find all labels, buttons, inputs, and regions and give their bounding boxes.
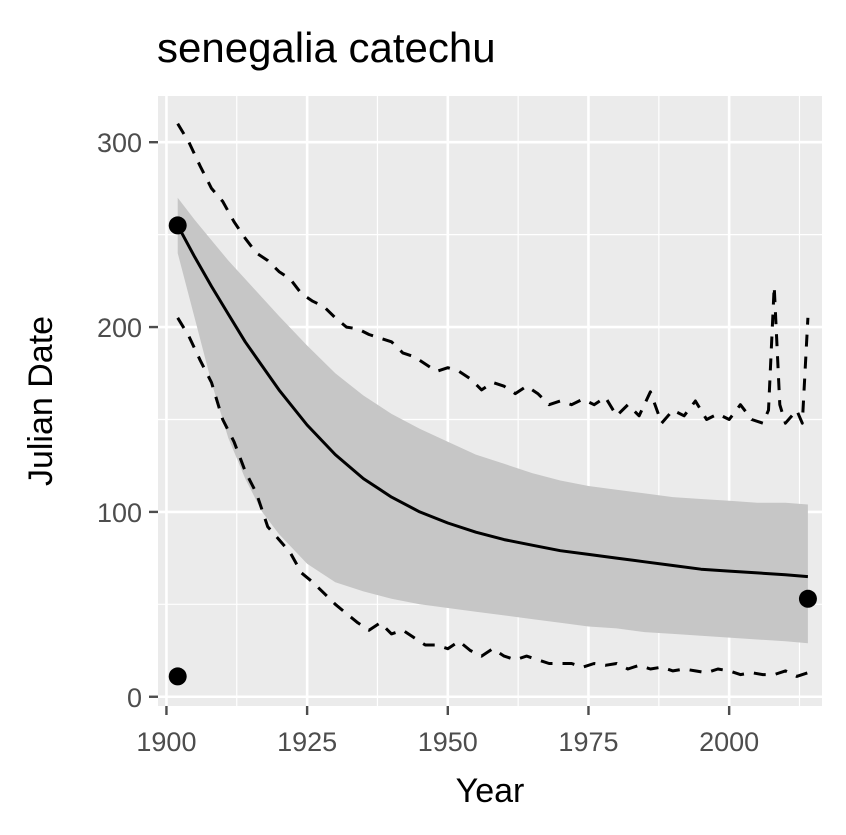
chart-title: senegalia catechu xyxy=(157,24,496,71)
data-point xyxy=(168,667,187,686)
x-tick-label: 1925 xyxy=(277,727,337,757)
y-tick-label: 300 xyxy=(97,128,142,158)
x-tick-label: 1900 xyxy=(136,727,196,757)
series-upper-dashed xyxy=(176,122,810,425)
points-layer xyxy=(168,216,817,686)
x-tick-label: 1950 xyxy=(418,727,478,757)
confidence-ribbon xyxy=(177,197,808,644)
x-tick-label: 1975 xyxy=(558,727,618,757)
y-tick-label: 0 xyxy=(127,683,142,713)
x-axis: 1900 1925 1950 1975 2000 xyxy=(136,706,759,757)
y-axis: 0 100 200 300 xyxy=(97,128,158,713)
y-axis-title: Julian Date xyxy=(22,316,60,486)
series-lower-dashed xyxy=(176,317,809,678)
data-point xyxy=(798,589,817,608)
x-tick-label: 2000 xyxy=(699,727,759,757)
data-point xyxy=(168,216,187,235)
series-fit xyxy=(176,224,809,579)
y-tick-label: 200 xyxy=(97,313,142,343)
x-axis-title: Year xyxy=(456,772,525,810)
y-tick-label: 100 xyxy=(97,498,142,528)
series-layer xyxy=(176,122,810,678)
